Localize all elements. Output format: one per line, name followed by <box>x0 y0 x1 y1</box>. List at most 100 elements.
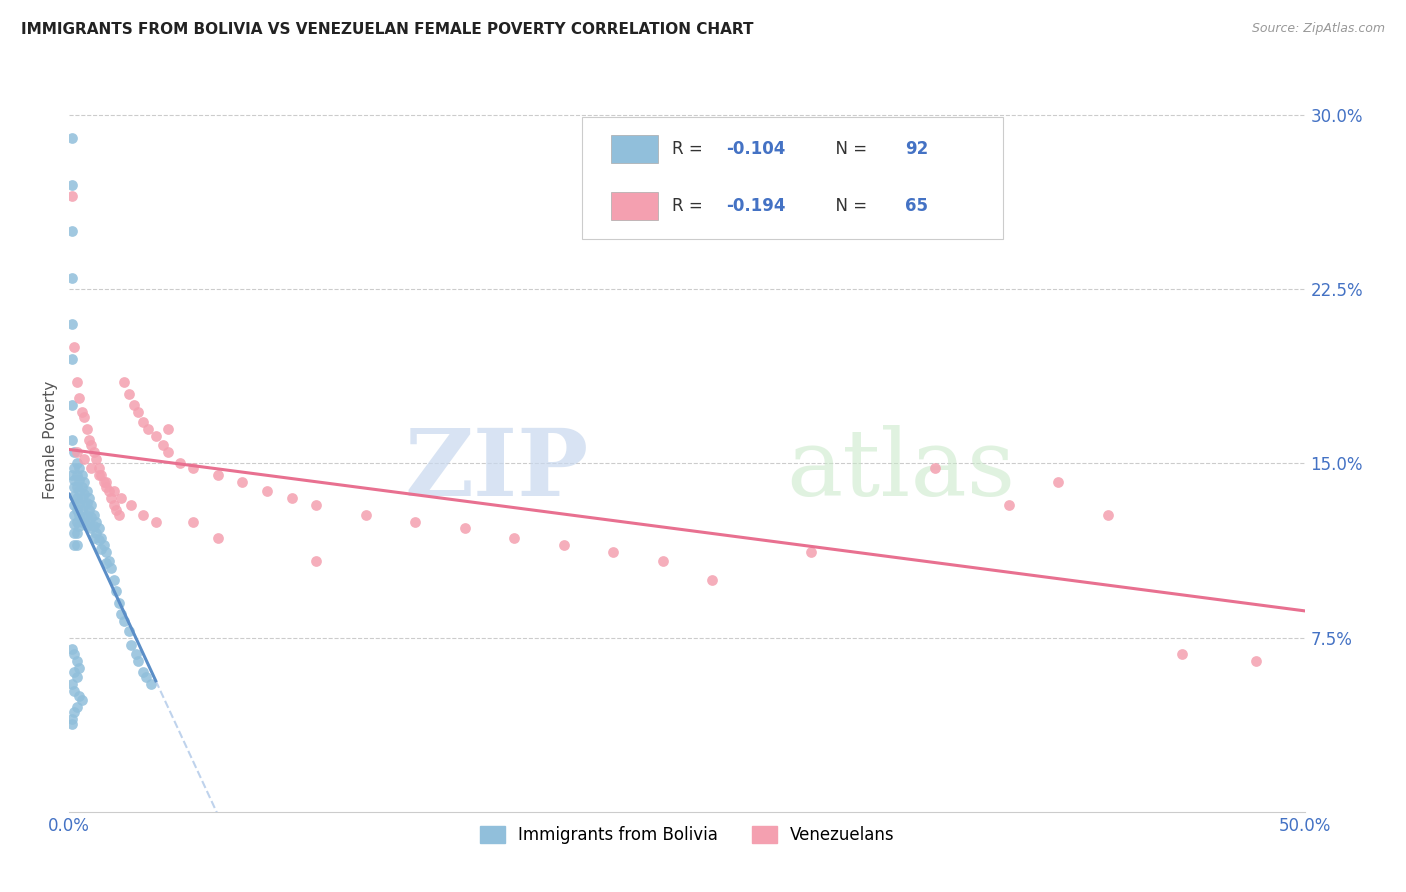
Point <box>87 461 110 475</box>
Text: Source: ZipAtlas.com: Source: ZipAtlas.com <box>1251 22 1385 36</box>
Point <box>103 498 125 512</box>
Point <box>60 189 83 203</box>
Point <box>1047 475 1070 489</box>
Point <box>120 498 142 512</box>
Text: R =: R = <box>672 197 709 215</box>
Point <box>67 496 90 510</box>
Point <box>63 461 86 475</box>
Point <box>63 489 86 503</box>
Point <box>125 647 148 661</box>
Point <box>63 684 86 698</box>
Point <box>107 508 129 522</box>
Point <box>800 545 823 559</box>
Point <box>73 409 96 424</box>
Point <box>60 398 83 412</box>
Point <box>63 526 86 541</box>
Point <box>132 508 155 522</box>
Point <box>132 665 155 680</box>
Point <box>67 508 90 522</box>
Point <box>107 596 129 610</box>
Point <box>169 457 191 471</box>
Point <box>60 712 83 726</box>
Point <box>73 498 96 512</box>
Point <box>66 468 89 483</box>
Point <box>87 533 110 547</box>
Point <box>924 461 946 475</box>
Point <box>93 475 115 489</box>
Point <box>60 642 83 657</box>
Point <box>1171 647 1194 661</box>
Point <box>60 716 83 731</box>
Point <box>83 445 105 459</box>
Point <box>67 519 90 533</box>
Point <box>66 375 89 389</box>
Point <box>122 398 145 412</box>
Point <box>117 624 139 638</box>
Point <box>90 468 112 483</box>
Point <box>63 498 86 512</box>
Point <box>63 473 86 487</box>
Point <box>553 538 575 552</box>
Point <box>80 461 103 475</box>
Point <box>997 498 1019 512</box>
Point <box>256 484 278 499</box>
Y-axis label: Female Poverty: Female Poverty <box>44 381 58 500</box>
Point <box>77 515 100 529</box>
Bar <box>610 135 658 163</box>
Point <box>83 531 105 545</box>
FancyBboxPatch shape <box>582 117 1002 239</box>
Point <box>96 557 118 571</box>
Point <box>100 561 122 575</box>
Point <box>66 503 89 517</box>
Point <box>60 468 83 483</box>
Point <box>103 573 125 587</box>
Point <box>63 445 86 459</box>
Point <box>207 531 229 545</box>
Point <box>70 468 93 483</box>
Point <box>86 526 108 541</box>
Point <box>127 654 149 668</box>
Point <box>63 705 86 719</box>
Point <box>60 131 83 145</box>
Point <box>63 508 86 522</box>
Point <box>86 515 108 529</box>
Point <box>700 573 723 587</box>
Point <box>60 224 83 238</box>
Point <box>100 491 122 506</box>
Point <box>110 607 132 622</box>
Text: -0.104: -0.104 <box>725 140 785 158</box>
Legend: Immigrants from Bolivia, Venezuelans: Immigrants from Bolivia, Venezuelans <box>479 826 894 845</box>
Point <box>305 498 328 512</box>
Point <box>76 508 98 522</box>
Point <box>157 421 180 435</box>
Point <box>93 538 115 552</box>
Point <box>63 665 86 680</box>
Point <box>145 515 167 529</box>
Point <box>602 545 624 559</box>
Point <box>67 461 90 475</box>
Point <box>66 526 89 541</box>
Point <box>76 484 98 499</box>
Point <box>97 484 120 499</box>
Point <box>66 480 89 494</box>
Point <box>127 405 149 419</box>
Point <box>70 515 93 529</box>
Point <box>1244 654 1267 668</box>
Point <box>139 677 162 691</box>
Point <box>105 503 128 517</box>
Point <box>305 554 328 568</box>
Text: 92: 92 <box>905 140 928 158</box>
Point <box>1097 508 1119 522</box>
Point <box>90 542 112 557</box>
Point <box>152 438 174 452</box>
Point <box>354 508 377 522</box>
Point <box>181 461 204 475</box>
Point <box>70 405 93 419</box>
Point <box>60 433 83 447</box>
Point <box>80 521 103 535</box>
Point <box>231 475 253 489</box>
Point <box>60 317 83 331</box>
Text: N =: N = <box>824 140 872 158</box>
Point <box>67 473 90 487</box>
Point <box>110 491 132 506</box>
